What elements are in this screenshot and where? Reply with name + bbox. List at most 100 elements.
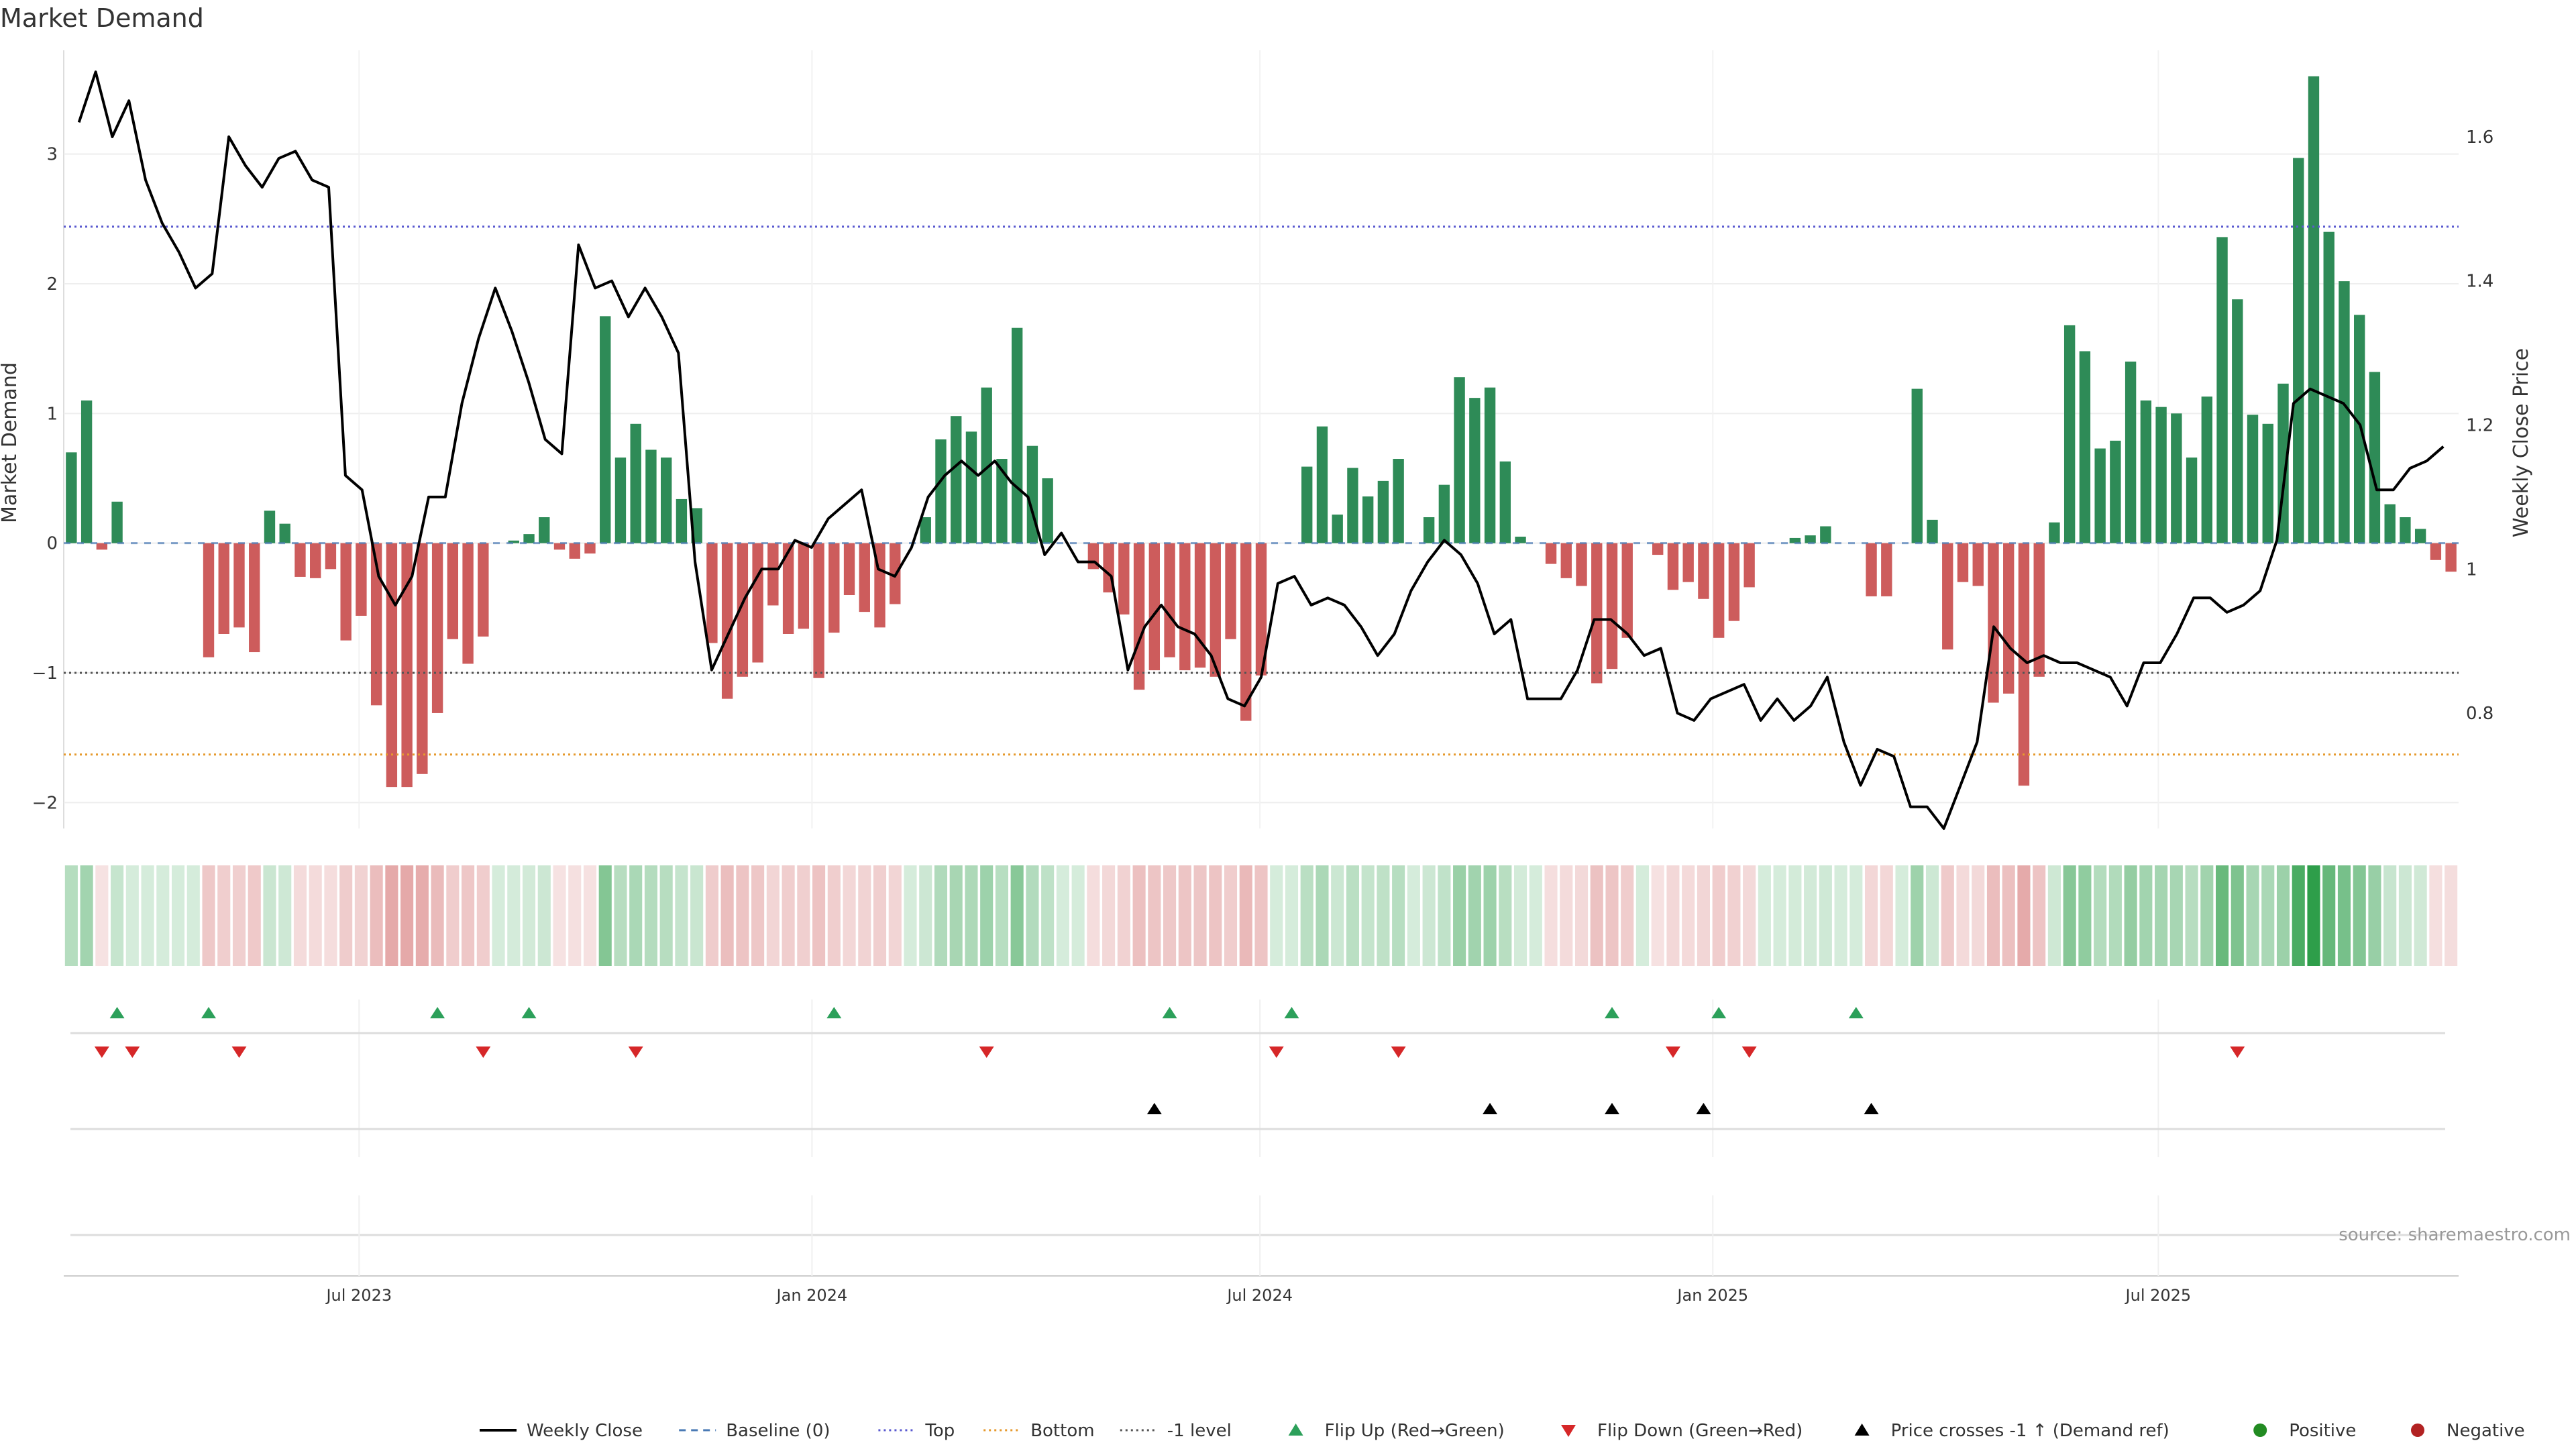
- demand-bars: [66, 76, 2457, 788]
- event-marker: [1696, 1103, 1711, 1114]
- demand-bar: [1011, 327, 1023, 543]
- demand-bar: [2339, 281, 2350, 543]
- heat-cell: [1529, 865, 1542, 966]
- heat-cell: [1880, 865, 1893, 966]
- heat-cell: [2017, 865, 2031, 966]
- event-marker: [1741, 1046, 1757, 1058]
- heat-cell: [1010, 865, 1024, 966]
- event-marker: [1604, 1007, 1619, 1018]
- heat-cell: [919, 865, 932, 966]
- demand-bar: [80, 400, 93, 543]
- legend: Weekly Close Baseline (0) Top Bottom -1 leve…: [480, 1421, 2525, 1441]
- demand-bar: [1423, 517, 1435, 543]
- event-marker: [476, 1046, 491, 1058]
- demand-heat-strip: [64, 865, 2458, 966]
- heat-cell: [553, 865, 566, 966]
- heat-cell: [431, 865, 444, 966]
- demand-bar: [356, 543, 367, 616]
- demand-bar: [1942, 543, 1953, 650]
- heat-cell: [1407, 865, 1420, 966]
- heat-cell: [583, 865, 597, 966]
- legend-label: Baseline (0): [726, 1421, 830, 1441]
- y2-tick-label: 1: [2466, 559, 2477, 580]
- heat-cell: [2429, 865, 2443, 966]
- heat-cell: [1941, 865, 1954, 966]
- heat-cell: [1377, 865, 1390, 966]
- demand-bar: [2003, 543, 2015, 694]
- demand-bar: [279, 523, 290, 543]
- demand-bar: [370, 543, 382, 706]
- heat-cell: [1163, 865, 1177, 966]
- demand-bar: [2125, 362, 2137, 543]
- heat-cell: [720, 865, 734, 966]
- demand-bar: [1652, 543, 1664, 555]
- heat-cell: [888, 865, 902, 966]
- demand-bar: [2079, 351, 2091, 543]
- heat-cell: [873, 865, 887, 966]
- event-marker: [826, 1007, 842, 1018]
- heat-cell: [1651, 865, 1664, 966]
- heat-cell: [1178, 865, 1191, 966]
- demand-bar: [417, 543, 428, 774]
- event-marker: [1269, 1046, 1284, 1058]
- demand-bar: [1301, 466, 1313, 543]
- demand-bar: [737, 543, 749, 677]
- heat-cell: [1956, 865, 1970, 966]
- demand-bar: [1393, 459, 1404, 543]
- demand-bar: [1042, 478, 1053, 543]
- demand-bar: [1728, 543, 1740, 621]
- heat-cell: [2246, 865, 2259, 966]
- demand-bar: [401, 543, 413, 788]
- demand-bar: [614, 458, 627, 543]
- demand-bar: [1347, 468, 1358, 543]
- event-marker: [1146, 1103, 1162, 1114]
- heat-cell: [248, 865, 261, 966]
- demand-bar: [782, 543, 794, 634]
- heat-cell: [1209, 865, 1222, 966]
- y2-tick-label: 0.8: [2466, 704, 2493, 724]
- heat-cell: [2231, 865, 2244, 966]
- y2-tick-label: 1.2: [2466, 416, 2493, 436]
- y-axis-label: Market Demand: [0, 362, 21, 523]
- heat-cell: [2353, 865, 2366, 966]
- demand-bar: [1377, 480, 1389, 543]
- heat-cell: [659, 865, 673, 966]
- heat-cell: [1605, 865, 1619, 966]
- heat-cell: [2124, 865, 2137, 966]
- y2-axis-label: Weekly Close Price: [2510, 348, 2533, 537]
- demand-bar: [2232, 299, 2243, 543]
- heat-cell: [324, 865, 337, 966]
- heat-cell: [904, 865, 917, 966]
- heat-cell: [736, 865, 749, 966]
- demand-bar: [813, 543, 824, 678]
- demand-bar: [1667, 543, 1679, 590]
- demand-bar: [1988, 543, 1999, 703]
- demand-bar: [264, 511, 276, 543]
- heat-cell: [782, 865, 795, 966]
- demand-bar: [630, 423, 641, 543]
- heat-cell: [1422, 865, 1436, 966]
- heat-cell: [2139, 865, 2153, 966]
- demand-bar: [2140, 400, 2152, 543]
- heat-cell: [1148, 865, 1161, 966]
- x-tick-label: Jan 2024: [775, 1286, 848, 1305]
- demand-bar: [447, 543, 459, 639]
- demand-bar: [2384, 504, 2396, 543]
- legend-label: Positive: [2289, 1421, 2356, 1441]
- y-tick-label: 0: [46, 534, 58, 554]
- heat-cell: [1026, 865, 1039, 966]
- demand-bar: [2110, 440, 2121, 543]
- event-marker: [201, 1007, 217, 1018]
- demand-bar: [66, 452, 77, 543]
- demand-bar: [553, 543, 566, 550]
- demand-bar: [1362, 496, 1374, 543]
- event-marker: [1284, 1007, 1299, 1018]
- heat-cell: [2185, 865, 2198, 966]
- heat-cell: [1758, 865, 1771, 966]
- event-marker: [1483, 1103, 1498, 1114]
- event-marker: [1864, 1103, 1879, 1114]
- event-marker: [2230, 1046, 2245, 1058]
- demand-bar: [2186, 458, 2198, 543]
- demand-bar: [1438, 484, 1450, 543]
